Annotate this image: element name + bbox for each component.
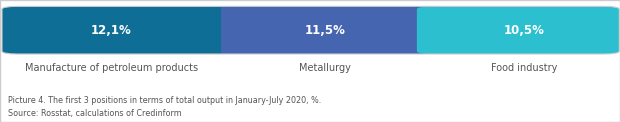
Text: Metallurgy: Metallurgy xyxy=(299,63,351,73)
Text: Picture 4. The first 3 positions in terms of total output in January-July 2020, : Picture 4. The first 3 positions in term… xyxy=(8,96,321,118)
FancyBboxPatch shape xyxy=(2,6,233,54)
Text: Manufacture of petroleum products: Manufacture of petroleum products xyxy=(25,63,198,73)
FancyBboxPatch shape xyxy=(417,6,619,54)
Text: Food industry: Food industry xyxy=(491,63,557,73)
Bar xyxy=(221,6,441,54)
Text: 12,1%: 12,1% xyxy=(91,24,132,37)
Text: 11,5%: 11,5% xyxy=(304,24,345,37)
Text: 10,5%: 10,5% xyxy=(504,24,545,37)
